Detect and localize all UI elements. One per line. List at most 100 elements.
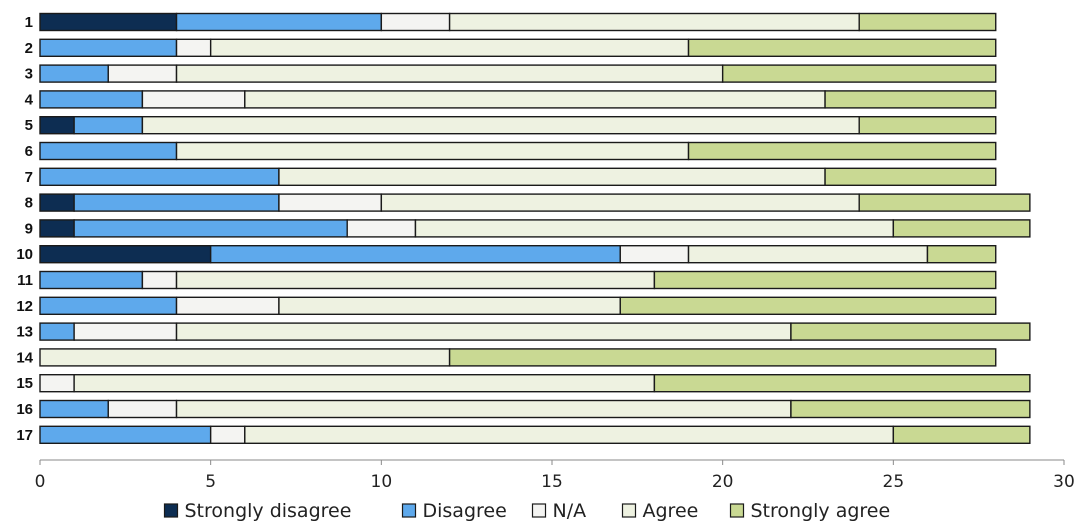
legend-label: Strongly agree [751, 500, 891, 522]
x-tick-label: 5 [205, 472, 216, 492]
x-tick-label: 30 [1053, 472, 1075, 492]
bar-segment-strongly-agree [653, 374, 1031, 393]
bar-segment-strongly-agree [448, 348, 997, 367]
bar-segment-strongly-agree [892, 219, 1031, 238]
category-label: 16 [16, 401, 33, 418]
bar-segment-agree [175, 270, 656, 290]
bar-segment-n-a [141, 270, 178, 290]
bar-row-13 [39, 322, 1031, 341]
category-label: 2 [25, 40, 33, 57]
x-tick-label: 10 [371, 472, 393, 492]
legend-swatch [621, 503, 637, 518]
bar-segment-disagree [39, 90, 144, 109]
bar-row-17 [39, 425, 1031, 444]
bar-segment-strongly-disagree [39, 115, 75, 135]
bars-layer [39, 12, 1031, 444]
bar-row-10 [39, 244, 997, 264]
bar-segment-agree [39, 348, 451, 367]
category-label: 5 [25, 117, 33, 134]
bar-segment-agree [687, 244, 929, 264]
legend-label: N/A [553, 500, 587, 522]
legend-item-disagree: Disagree [401, 500, 507, 522]
bar-segment-disagree [39, 296, 178, 315]
bar-segment-n-a [39, 374, 75, 393]
legend: Strongly disagree Disagree N/A Agree Strongl… [163, 500, 891, 522]
category-label: 13 [16, 324, 33, 341]
bar-segment-strongly-disagree [39, 244, 212, 264]
x-axis: 0 5 10 15 20 25 30 [35, 459, 1075, 492]
bar-segment-strongly-agree [926, 244, 997, 264]
bar-segment-strongly-agree [687, 38, 997, 57]
legend-swatch [163, 503, 179, 518]
bar-segment-disagree [39, 64, 109, 83]
category-label: 4 [25, 91, 34, 108]
bar-segment-agree [414, 219, 895, 238]
bar-segment-strongly-disagree [39, 12, 178, 32]
bar-segment-n-a [209, 425, 246, 444]
bar-segment-strongly-agree [790, 322, 1031, 341]
legend-swatch [729, 503, 745, 518]
category-label: 11 [17, 272, 33, 289]
bar-segment-strongly-agree [858, 12, 997, 32]
bar-segment-disagree [209, 244, 621, 264]
category-label: 1 [25, 14, 33, 31]
bar-row-16 [39, 399, 1031, 419]
legend-item-agree: Agree [621, 500, 699, 522]
bar-segment-n-a [380, 12, 451, 32]
bar-segment-agree [175, 141, 690, 161]
x-tick-label: 15 [541, 472, 563, 492]
bar-row-2 [39, 38, 997, 57]
bar-segment-n-a [141, 90, 246, 109]
bar-segment-strongly-agree [790, 399, 1031, 419]
x-tick-label: 25 [883, 472, 905, 492]
bar-segment-strongly-agree [687, 141, 997, 161]
legend-item-strongly-disagree: Strongly disagree [163, 500, 351, 522]
bar-row-7 [39, 167, 997, 187]
category-label: 14 [16, 349, 33, 366]
bar-segment-strongly-agree [653, 270, 997, 290]
bar-segment-disagree [73, 193, 280, 212]
bar-segment-strongly-disagree [39, 219, 75, 238]
bar-segment-n-a [619, 244, 690, 264]
bar-segment-agree [244, 90, 826, 109]
bar-segment-strongly-agree [824, 90, 997, 109]
bar-segment-agree [209, 38, 690, 57]
bar-row-4 [39, 90, 997, 109]
bar-segment-n-a [278, 193, 383, 212]
bar-segment-agree [175, 64, 724, 83]
bar-row-1 [39, 12, 997, 32]
bar-segment-disagree [39, 399, 109, 419]
bar-segment-n-a [175, 296, 280, 315]
category-label: 7 [25, 169, 33, 186]
bar-segment-strongly-agree [858, 115, 997, 135]
x-tick-label: 20 [712, 472, 734, 492]
bar-row-9 [39, 219, 1031, 238]
category-label: 3 [25, 66, 33, 83]
bar-segment-disagree [73, 115, 144, 135]
bar-segment-disagree [39, 167, 280, 187]
category-label: 6 [25, 143, 33, 160]
bar-segment-n-a [346, 219, 417, 238]
bar-segment-agree [380, 193, 860, 212]
category-label: 15 [16, 375, 33, 392]
bar-segment-agree [175, 399, 792, 419]
bar-segment-strongly-agree [619, 296, 997, 315]
bar-segment-disagree [73, 219, 348, 238]
bar-row-12 [39, 296, 997, 315]
bar-segment-agree [278, 296, 621, 315]
legend-item-strongly-agree: Strongly agree [729, 500, 891, 522]
bar-segment-agree [175, 322, 792, 341]
bar-segment-disagree [175, 12, 383, 32]
category-label: 10 [16, 246, 33, 263]
bar-row-11 [39, 270, 997, 290]
bar-segment-strongly-agree [721, 64, 997, 83]
legend-label: Agree [643, 500, 699, 522]
bar-segment-agree [73, 374, 656, 393]
bar-segment-n-a [175, 38, 212, 57]
bar-segment-strongly-agree [858, 193, 1031, 212]
legend-swatch [531, 503, 547, 518]
category-label: 17 [16, 427, 33, 444]
